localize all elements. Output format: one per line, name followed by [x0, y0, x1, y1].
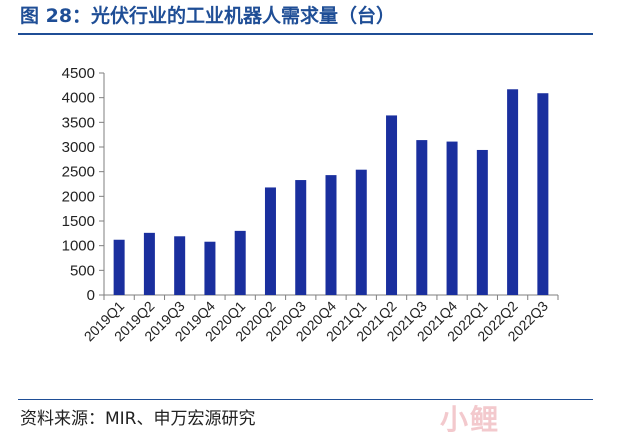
y-tick-label: 3000 [62, 139, 95, 156]
y-tick-label: 4000 [62, 90, 95, 107]
bar [355, 169, 367, 295]
bar-chart: 0 500 1000 1500 2000 2500 3000 3500 4000 4500 201… [62, 65, 559, 345]
bar [264, 187, 276, 295]
bar [386, 115, 398, 295]
x-tick-labels: 2019Q12019Q22019Q32019Q42020Q12020Q22020… [81, 298, 551, 345]
footer-divider [18, 399, 593, 400]
bar [113, 239, 125, 295]
y-tick-label: 0 [87, 287, 95, 304]
y-tick-label: 2000 [62, 188, 95, 205]
y-tick-label: 500 [70, 262, 95, 279]
source-note: 资料来源：MIR、申万宏源研究 [20, 409, 256, 429]
bar [174, 236, 186, 295]
y-axis [99, 72, 105, 296]
bar [295, 180, 307, 295]
y-tick-label: 1500 [62, 213, 95, 230]
bar [325, 175, 337, 295]
y-tick-label: 1000 [62, 238, 95, 255]
bar [234, 230, 246, 295]
y-tick-label: 3500 [62, 114, 95, 131]
bar [143, 232, 155, 295]
bar [416, 140, 428, 295]
x-axis [103, 294, 559, 300]
y-tick-labels: 0 500 1000 1500 2000 2500 3000 3500 4000 4500 [62, 65, 95, 304]
bar [446, 141, 458, 295]
y-tick-label: 4500 [62, 65, 95, 82]
bar [537, 93, 549, 295]
bar-series [113, 89, 549, 295]
bar [507, 89, 519, 295]
watermark-logo: 小鲤 [440, 403, 501, 436]
y-tick-label: 2500 [62, 164, 95, 181]
bar [476, 149, 488, 295]
title-divider [18, 33, 593, 35]
bar [204, 241, 216, 295]
page-title: 图 28：光伏行业的工业机器人需求量（台） [20, 5, 396, 27]
